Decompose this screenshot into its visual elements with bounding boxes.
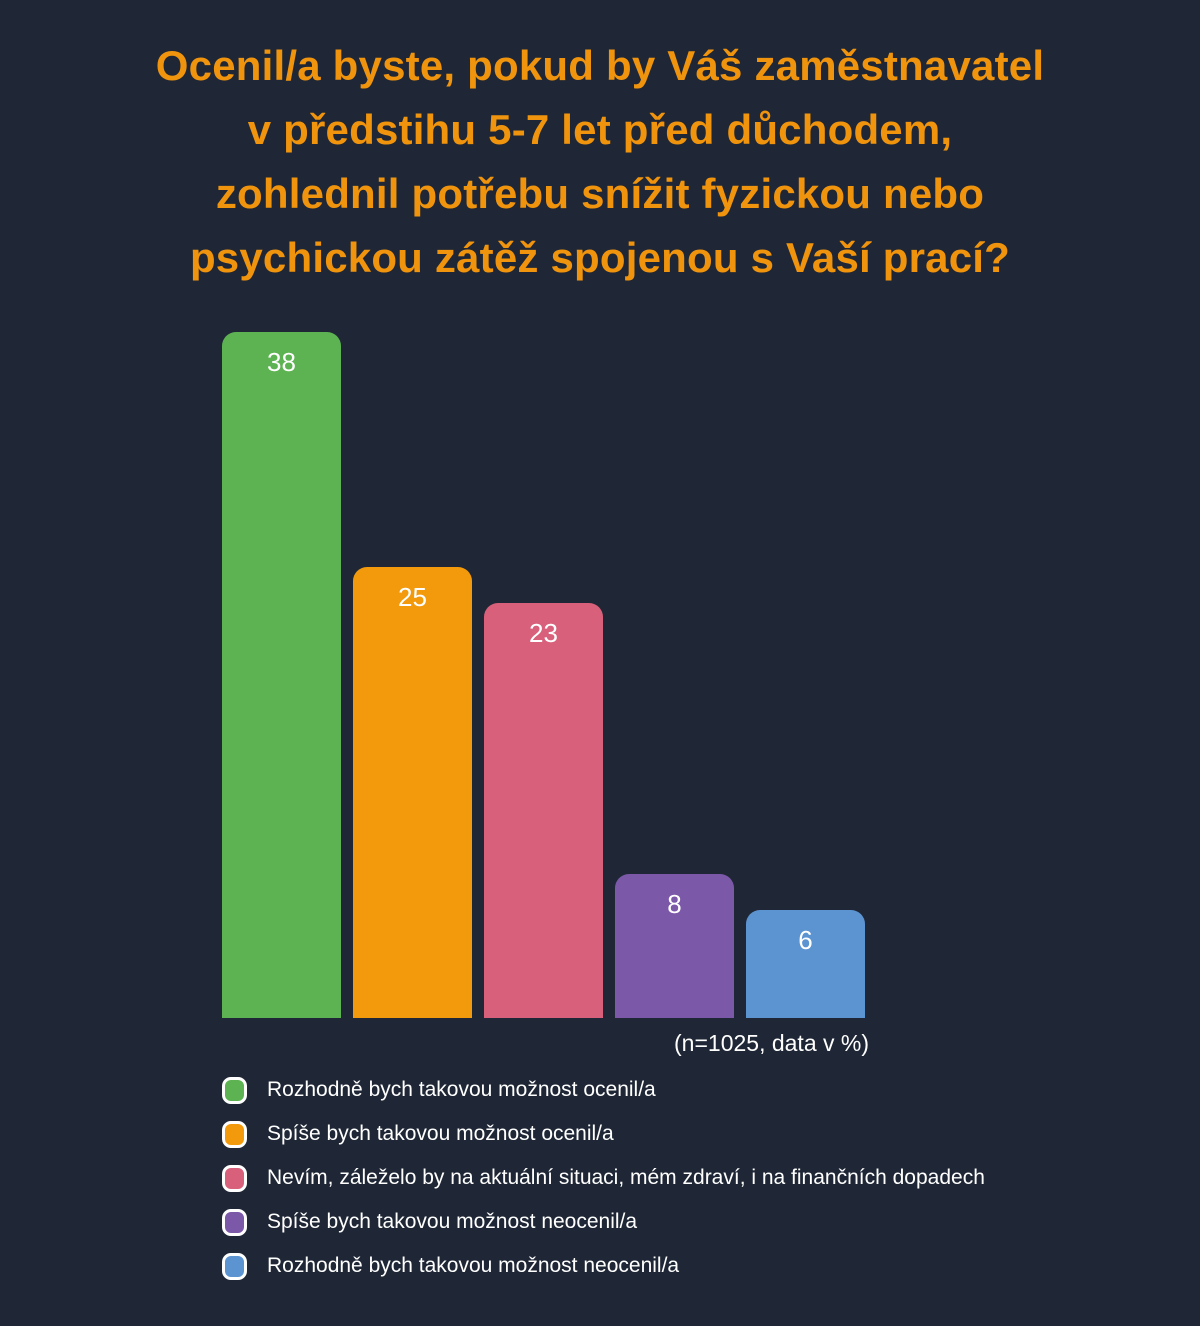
sample-size-note: (n=1025, data v %): [674, 1030, 869, 1056]
bar-value: 38: [267, 347, 296, 377]
bar-1: 38: [222, 332, 341, 1018]
bar-value: 8: [667, 888, 682, 919]
legend-swatch-icon: [222, 1208, 247, 1236]
bar-5: 6: [746, 909, 865, 1018]
legend: Rozhodně bych takovou možnost ocenil/a Sp…: [222, 1074, 1200, 1282]
legend-swatch-icon: [222, 1076, 247, 1104]
bar-value: 25: [398, 581, 427, 612]
legend-label: Nevím, záleželo by na aktuální situaci, …: [267, 1166, 985, 1189]
bar-2: 25: [353, 566, 472, 1018]
chart-title-line: psychickou zátěž spojenou s Vaší prací?: [189, 234, 1011, 281]
chart-title-line: v předstihu 5-7 let před důchodem,: [247, 106, 953, 153]
legend-item: Spíše bych takovou možnost neocenil/a: [222, 1206, 1200, 1238]
bar-value: 6: [798, 924, 813, 955]
chart-title: Ocenil/a byste, pokud by Váš zaměstnavat…: [0, 0, 1200, 290]
legend-item: Spíše bych takovou možnost ocenil/a: [222, 1118, 1200, 1150]
legend-label: Rozhodně bych takovou možnost neocenil/a: [267, 1254, 680, 1277]
legend-item: Nevím, záleželo by na aktuální situaci, …: [222, 1162, 1200, 1194]
legend-swatch-icon: [222, 1252, 247, 1280]
chart-title-line: zohlednil potřebu snížit fyzickou nebo: [215, 170, 985, 217]
bar-3: 23: [484, 602, 603, 1018]
bar-chart: 38 25 23 8 6 (n=1025, data v %): [222, 332, 869, 1056]
bars-container: 38 25 23 8 6: [222, 332, 865, 1018]
legend-label: Rozhodně bych takovou možnost ocenil/a: [267, 1078, 656, 1101]
legend-item: Rozhodně bych takovou možnost ocenil/a: [222, 1074, 1200, 1106]
legend-label: Spíše bych takovou možnost ocenil/a: [267, 1122, 614, 1145]
legend-label: Spíše bych takovou možnost neocenil/a: [267, 1210, 638, 1233]
legend-swatch-icon: [222, 1120, 247, 1148]
legend-item: Rozhodně bych takovou možnost neocenil/a: [222, 1250, 1200, 1282]
chart-title-line: Ocenil/a byste, pokud by Váš zaměstnavat…: [155, 42, 1045, 89]
bar-value: 23: [529, 617, 558, 648]
bar-4: 8: [615, 873, 734, 1018]
legend-swatch-icon: [222, 1164, 247, 1192]
